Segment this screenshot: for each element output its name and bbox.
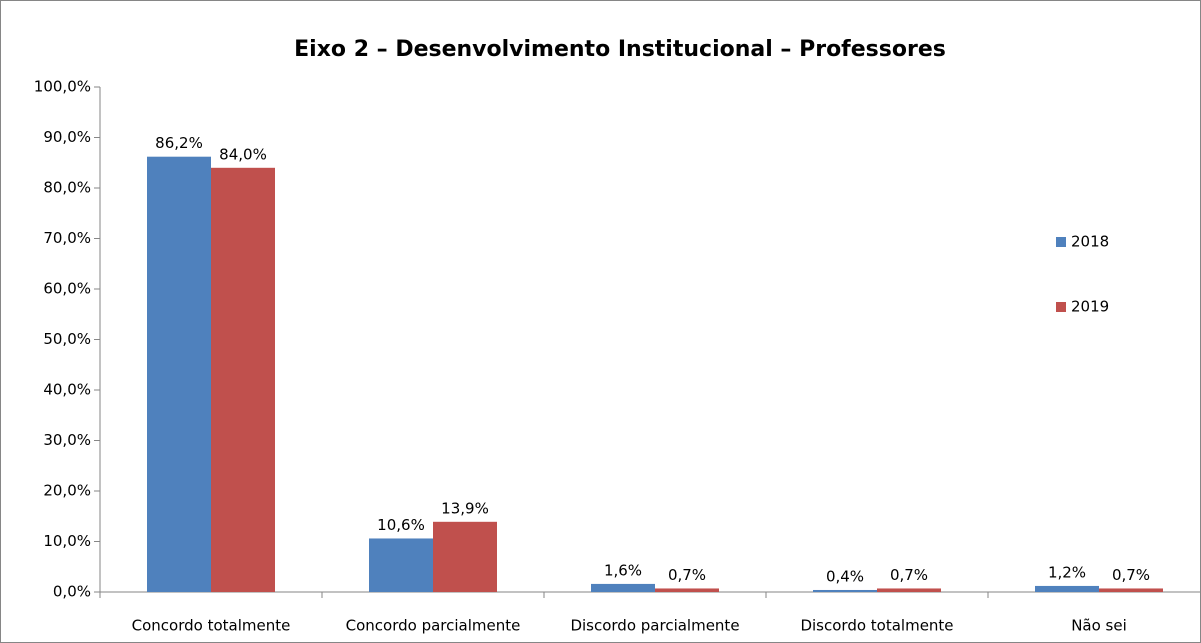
x-tick-label: Discordo parcialmente bbox=[570, 617, 739, 635]
y-tick-label: 50,0% bbox=[43, 330, 91, 348]
legend-swatch bbox=[1056, 302, 1066, 312]
data-label: 1,2% bbox=[1048, 563, 1086, 581]
y-tick-label: 20,0% bbox=[43, 482, 91, 500]
x-tick-label: Não sei bbox=[1071, 617, 1127, 635]
y-tick-label: 70,0% bbox=[43, 229, 91, 247]
y-tick-label: 90,0% bbox=[43, 128, 91, 146]
bar bbox=[147, 156, 211, 592]
data-label: 10,6% bbox=[377, 516, 425, 534]
bar bbox=[591, 583, 655, 592]
bar bbox=[1035, 585, 1099, 592]
data-label: 0,7% bbox=[668, 566, 706, 584]
data-label: 86,2% bbox=[155, 134, 203, 152]
y-tick-label: 80,0% bbox=[43, 179, 91, 197]
legend-swatch bbox=[1056, 237, 1066, 247]
data-label: 0,4% bbox=[826, 567, 864, 585]
data-label: 84,0% bbox=[219, 145, 267, 163]
data-label: 1,6% bbox=[604, 561, 642, 579]
bar bbox=[655, 588, 719, 592]
y-tick-label: 10,0% bbox=[43, 532, 91, 550]
legend-label: 2018 bbox=[1071, 233, 1109, 251]
bar bbox=[433, 521, 497, 592]
bar bbox=[813, 589, 877, 592]
bar bbox=[1099, 588, 1163, 592]
bar bbox=[877, 588, 941, 592]
chart-title: Eixo 2 – Desenvolvimento Institucional –… bbox=[294, 37, 946, 62]
bar bbox=[211, 167, 275, 593]
x-tick-label: Concordo parcialmente bbox=[346, 617, 521, 635]
y-tick-label: 60,0% bbox=[43, 280, 91, 298]
x-tick-label: Discordo totalmente bbox=[800, 617, 953, 635]
data-label: 0,7% bbox=[1112, 566, 1150, 584]
data-label: 0,7% bbox=[890, 566, 928, 584]
y-tick-label: 40,0% bbox=[43, 381, 91, 399]
data-label: 13,9% bbox=[441, 499, 489, 517]
y-tick-label: 30,0% bbox=[43, 431, 91, 449]
bar bbox=[369, 538, 433, 592]
x-tick-label: Concordo totalmente bbox=[132, 617, 291, 635]
y-tick-label: 100,0% bbox=[34, 78, 91, 96]
legend-label: 2019 bbox=[1071, 298, 1109, 316]
y-tick-label: 0,0% bbox=[53, 583, 91, 601]
